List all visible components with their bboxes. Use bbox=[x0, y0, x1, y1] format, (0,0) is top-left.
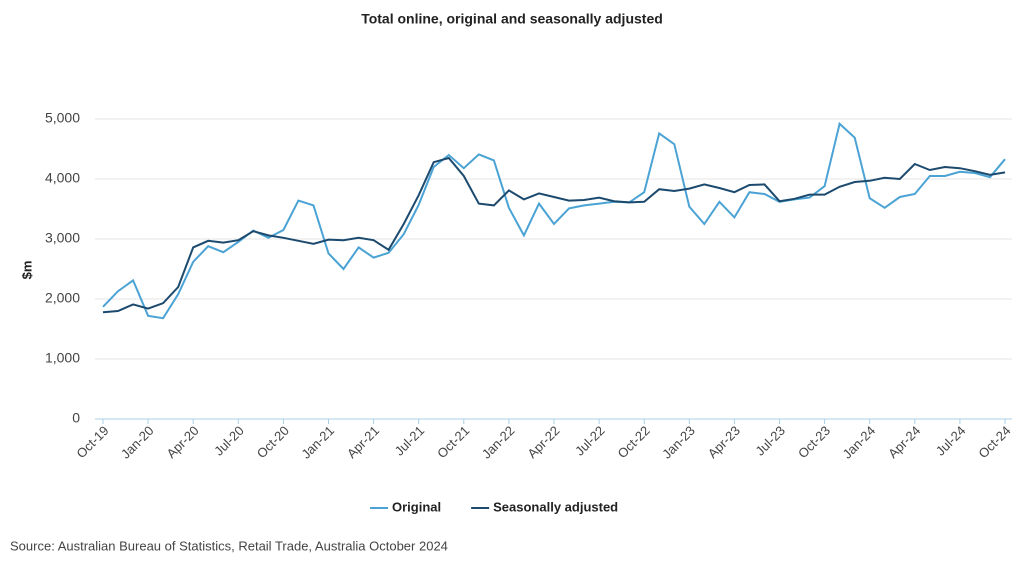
x-tick-label: Apr-21 bbox=[344, 423, 382, 461]
legend-label: Seasonally adjusted bbox=[493, 499, 618, 514]
x-tick-label: Oct-24 bbox=[975, 423, 1013, 461]
x-tick-label: Apr-20 bbox=[164, 423, 202, 461]
y-tick-label: 0 bbox=[72, 410, 80, 426]
y-tick-label: 1,000 bbox=[45, 350, 80, 366]
x-tick-label: Jul-21 bbox=[392, 423, 428, 459]
x-tick-label: Jul-20 bbox=[211, 423, 247, 459]
y-tick-label: 3,000 bbox=[45, 230, 80, 246]
y-tick-label: 2,000 bbox=[45, 290, 80, 306]
legend-label: Original bbox=[392, 499, 441, 514]
y-tick-label: 5,000 bbox=[45, 110, 80, 126]
x-tick-label: Jul-24 bbox=[933, 423, 969, 459]
x-tick-label: Apr-23 bbox=[705, 423, 743, 461]
x-tick-label: Oct-21 bbox=[434, 423, 472, 461]
series-line bbox=[102, 121, 1006, 320]
source-note: Source: Australian Bureau of Statistics,… bbox=[10, 538, 448, 553]
series-line bbox=[102, 156, 1006, 314]
x-tick-label: Oct-20 bbox=[254, 423, 292, 461]
x-tick-label: Oct-19 bbox=[73, 423, 111, 461]
x-tick-label: Apr-24 bbox=[885, 423, 923, 461]
x-tick-label: Jan-22 bbox=[479, 423, 518, 462]
x-tick-label: Oct-22 bbox=[615, 423, 653, 461]
x-tick-label: Apr-22 bbox=[524, 423, 562, 461]
x-tick-label: Jan-20 bbox=[118, 423, 157, 462]
y-axis-label: $m bbox=[19, 261, 34, 280]
x-tick-label: Oct-23 bbox=[795, 423, 833, 461]
x-tick-label: Jan-23 bbox=[659, 423, 698, 462]
x-tick-label: Jul-22 bbox=[572, 423, 608, 459]
x-tick-label: Jul-23 bbox=[752, 423, 788, 459]
chart-title: Total online, original and seasonally ad… bbox=[361, 11, 663, 27]
y-tick-label: 4,000 bbox=[45, 170, 80, 186]
x-tick-label: Jan-24 bbox=[840, 423, 879, 462]
x-tick-label: Jan-21 bbox=[298, 423, 337, 462]
